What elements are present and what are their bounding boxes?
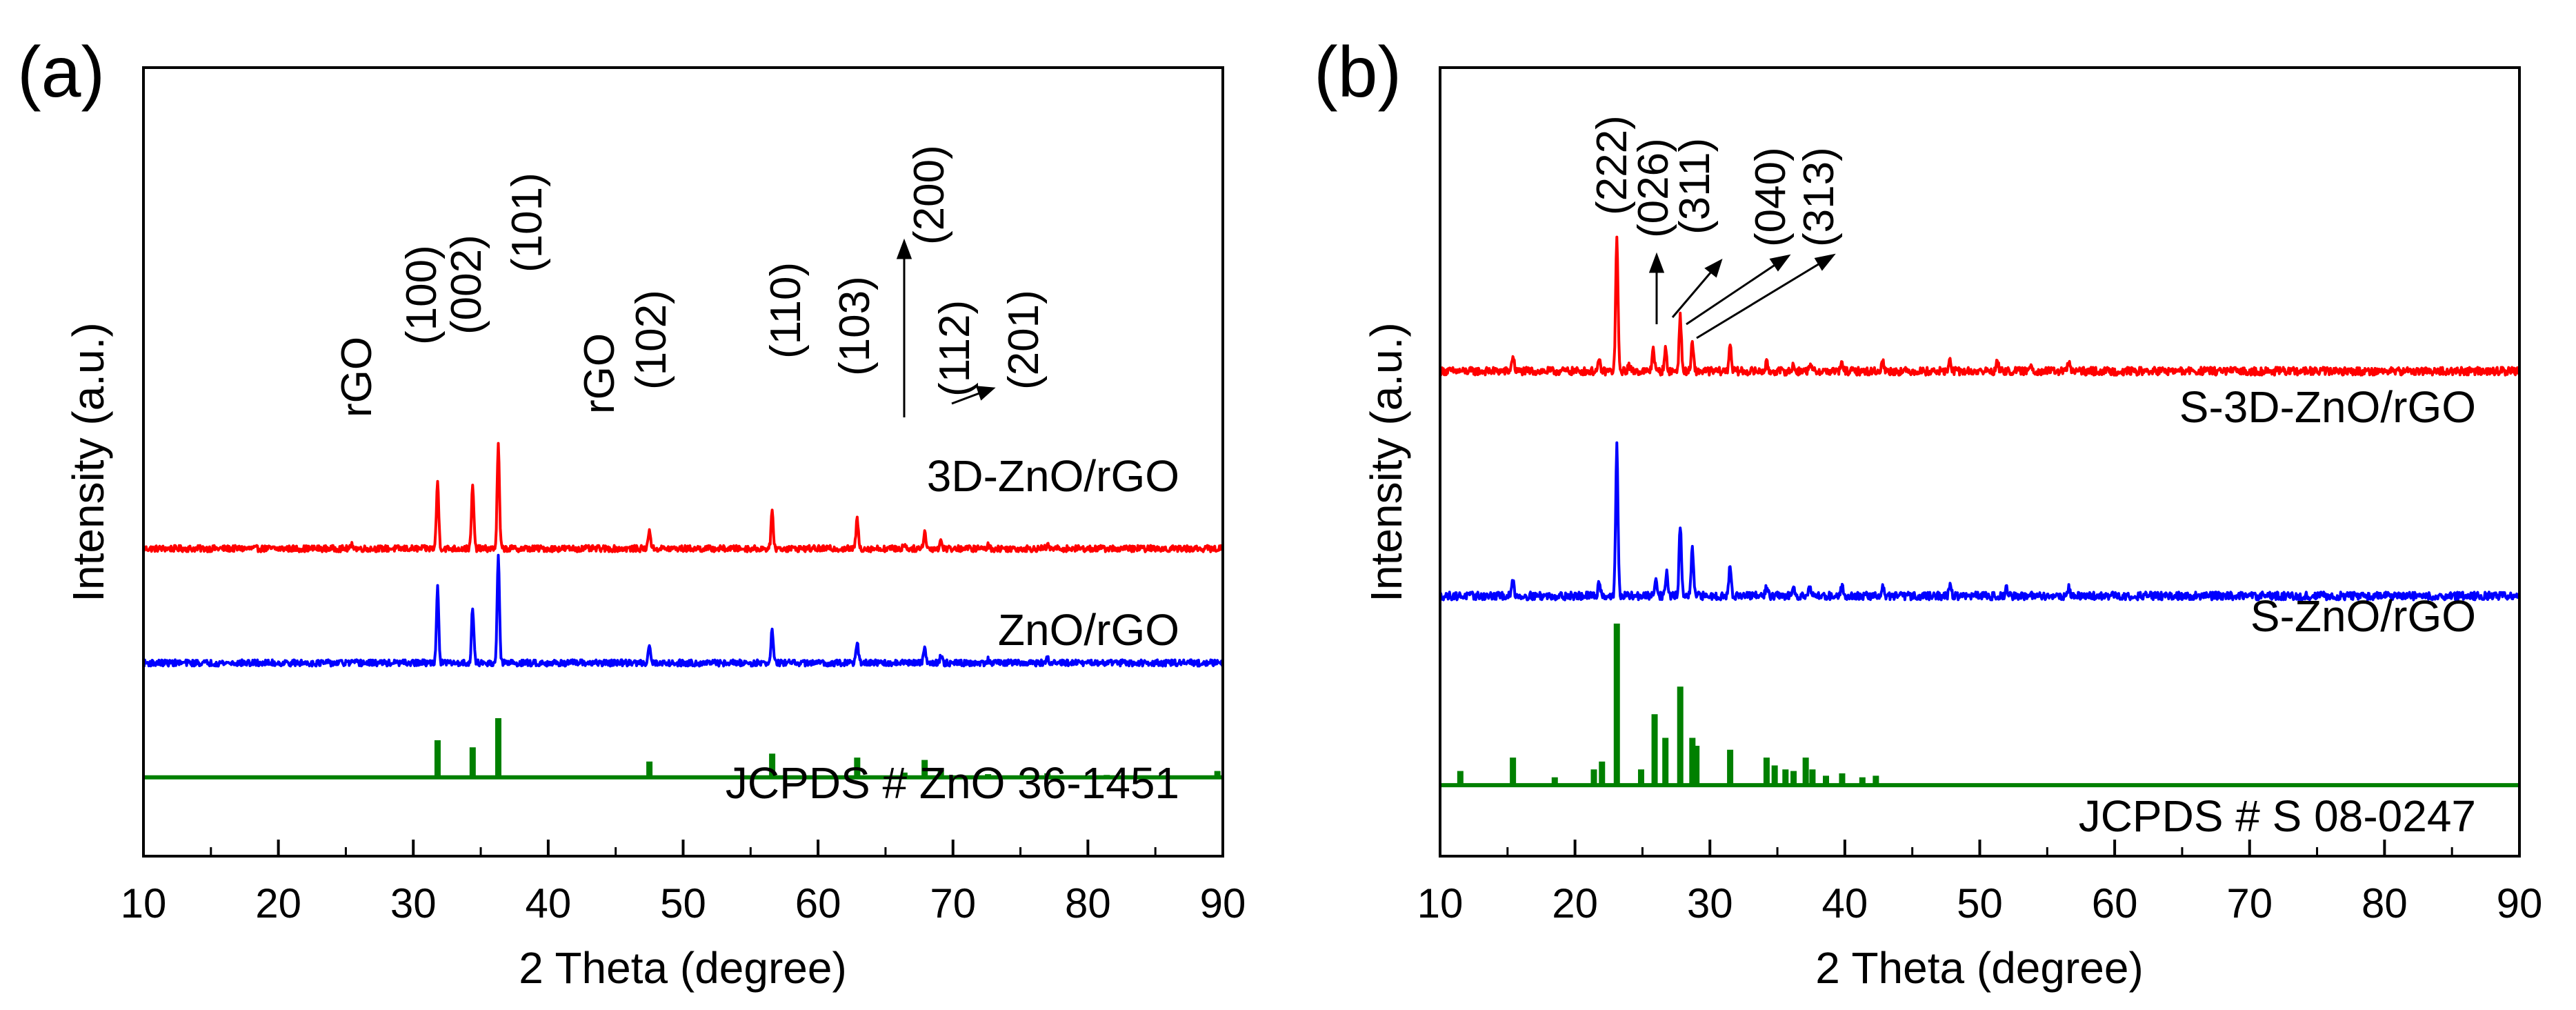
panel-a: (a) 10 20 30 40 50 60 70 80 90 2 Theta (…	[17, 32, 1246, 993]
panel-b-tick-label: 80	[2362, 880, 2408, 927]
series-label-3d-zno-rgo: 3D-ZnO/rGO	[927, 451, 1179, 501]
arrow-201-line	[951, 392, 980, 405]
series-label-jcpds-s: JCPDS # S 08-0247	[2079, 791, 2476, 841]
panel-b-tick-label: 20	[1552, 880, 1598, 927]
annotation-313: (313)	[1795, 147, 1843, 247]
panel-b-ticks	[1439, 840, 2521, 856]
panel-b-label: (b)	[1314, 32, 1401, 112]
pattern-line	[1439, 441, 2521, 602]
annotation-rgo-2: rGO	[576, 333, 623, 414]
panel-b-tick-label: 90	[2497, 880, 2543, 927]
annotation-002: (002)	[443, 235, 490, 335]
panel-a-tick-label: 10	[121, 880, 167, 927]
annotation-026: (026)	[1630, 138, 1677, 238]
panel-b-tick-label: 40	[1822, 880, 1868, 927]
panel-a-tick-label: 70	[930, 880, 976, 927]
arrow-311-line	[1671, 270, 1713, 318]
panel-b-y-axis-title: Intensity (a.u.)	[1361, 322, 1411, 602]
arrow-026-head	[1648, 252, 1665, 273]
pattern-line	[1439, 235, 2521, 377]
panel-a-x-axis-title: 2 Theta (degree)	[519, 943, 847, 993]
panel-b-tick-label: 30	[1687, 880, 1733, 927]
annotation-102: (102)	[628, 290, 675, 390]
panel-a-arrows	[896, 238, 996, 417]
annotation-110: (110)	[762, 262, 810, 359]
arrow-311-head	[1704, 258, 1723, 278]
panel-a-y-axis-title: Intensity (a.u.)	[63, 322, 113, 602]
annotation-222: (222)	[1588, 115, 1636, 215]
panel-a-tick-label: 30	[390, 880, 437, 927]
panel-b-x-axis-title: 2 Theta (degree)	[1815, 943, 2144, 993]
panel-b-arrows	[1648, 252, 1836, 339]
panel-b-tick-label: 60	[2092, 880, 2138, 927]
annotation-100: (100)	[398, 245, 446, 345]
panel-a-tick-label: 50	[660, 880, 706, 927]
arrow-040-line	[1686, 263, 1777, 326]
panel-a-tick-label: 80	[1065, 880, 1111, 927]
series-jcpds-s-08-0247	[1440, 623, 2519, 788]
pattern-line	[142, 442, 1224, 553]
pattern-line	[142, 553, 1224, 668]
series-zno-rgo	[142, 553, 1224, 668]
annotation-200: (200)	[906, 145, 953, 245]
panel-b-series	[1439, 235, 2521, 788]
arrow-313-head	[1814, 253, 1836, 271]
panel-a-series	[142, 442, 1224, 780]
annotation-101: (101)	[503, 172, 551, 273]
annotation-rgo-1: rGO	[333, 337, 381, 417]
panel-b-tick-label: 50	[1957, 880, 2003, 927]
panel-b: (b) 10 20 30 40 50 60 70 80 90 2 Theta (…	[1314, 32, 2542, 993]
series-label-s-zno-rgo: S-ZnO/rGO	[2250, 591, 2476, 641]
panel-a-tick-label: 90	[1200, 880, 1246, 927]
annotation-311: (311)	[1671, 138, 1719, 235]
arrow-040-head	[1769, 254, 1791, 272]
panel-a-ticks	[142, 840, 1224, 856]
series-label-zno-rgo: ZnO/rGO	[998, 605, 1179, 655]
series-jcpds-zno-36-1451	[143, 717, 1223, 780]
panel-a-label: (a)	[17, 32, 105, 112]
arrow-313-line	[1696, 261, 1821, 339]
series-3d-zno-rgo	[142, 442, 1224, 553]
panel-a-tick-label: 40	[526, 880, 572, 927]
annotation-112: (112)	[931, 300, 979, 397]
series-label-jcpds-zno: JCPDS # ZnO 36-1451	[726, 758, 1179, 808]
series-s-3d-zno-rgo	[1439, 235, 2521, 377]
panel-a-tick-label: 20	[255, 880, 301, 927]
panel-b-tick-labels: 10 20 30 40 50 60 70 80 90	[1417, 880, 2543, 927]
panel-a-tick-labels: 10 20 30 40 50 60 70 80 90	[121, 880, 1246, 927]
panel-b-tick-label: 70	[2226, 880, 2273, 927]
series-s-zno-rgo	[1439, 441, 2521, 602]
series-label-s-3d-zno-rgo: S-3D-ZnO/rGO	[2179, 382, 2476, 432]
panel-a-tick-label: 60	[795, 880, 841, 927]
arrow-201-head	[975, 386, 996, 401]
annotation-040: (040)	[1747, 147, 1795, 247]
annotation-103: (103)	[831, 276, 879, 376]
annotation-201: (201)	[1000, 290, 1048, 390]
panel-b-tick-label: 10	[1417, 880, 1464, 927]
arrow-200-head	[896, 238, 912, 259]
